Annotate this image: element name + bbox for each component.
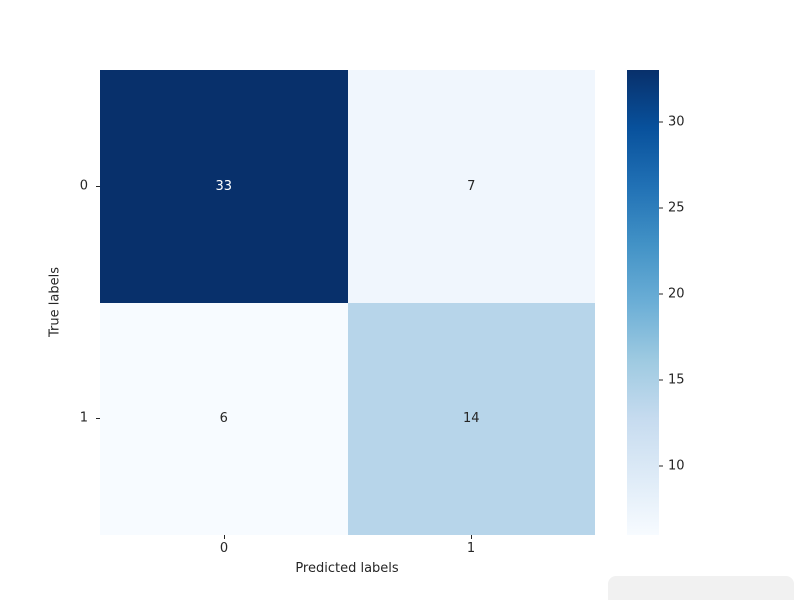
heatmap-cell-value: 33 bbox=[215, 178, 233, 194]
heatmap-cell-0-0: 33 bbox=[100, 70, 348, 303]
y-tick-mark bbox=[96, 418, 100, 419]
x-tick-mark bbox=[224, 535, 225, 539]
x-tick-label-1: 1 bbox=[466, 541, 476, 556]
x-axis-title: Predicted labels bbox=[295, 561, 399, 576]
heatmap-cell-value: 6 bbox=[219, 411, 228, 427]
y-tick-mark bbox=[96, 186, 100, 187]
colorbar-tick-mark bbox=[659, 207, 663, 209]
colorbar-tick-label: 10 bbox=[668, 458, 685, 474]
colorbar-tick-mark bbox=[659, 293, 663, 295]
y-tick-label-1: 1 bbox=[79, 410, 88, 426]
bottom-right-overlay bbox=[608, 576, 794, 600]
colorbar bbox=[627, 70, 659, 535]
colorbar-tick-label: 20 bbox=[668, 286, 685, 302]
colorbar-ticks: 10 15 20 25 30 bbox=[659, 70, 699, 535]
colorbar-tick-mark bbox=[659, 121, 663, 123]
heatmap-cell-1-0: 6 bbox=[100, 302, 348, 535]
colorbar-tick-label: 15 bbox=[668, 372, 685, 388]
heatmap-grid: 33 7 6 14 bbox=[100, 70, 595, 535]
heatmap-cell-value: 14 bbox=[462, 411, 480, 427]
colorbar-tick-mark bbox=[659, 379, 663, 381]
y-axis-title: True labels bbox=[47, 267, 63, 337]
x-tick-mark bbox=[471, 535, 472, 539]
colorbar-tick-label: 25 bbox=[668, 200, 685, 216]
heatmap-cell-value: 7 bbox=[467, 178, 476, 194]
colorbar-tick-mark bbox=[659, 465, 663, 467]
heatmap-cell-0-1: 7 bbox=[347, 70, 595, 303]
x-tick-label-0: 0 bbox=[219, 541, 229, 556]
colorbar-tick-label: 30 bbox=[668, 114, 685, 130]
y-tick-label-0: 0 bbox=[79, 178, 88, 194]
heatmap-cell-1-1: 14 bbox=[347, 302, 595, 535]
